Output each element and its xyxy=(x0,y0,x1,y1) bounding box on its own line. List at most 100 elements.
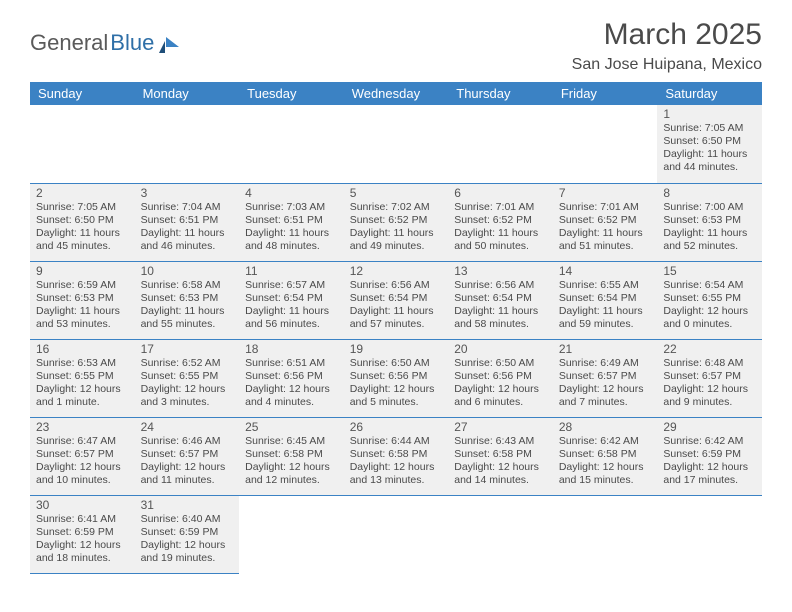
day-details: Sunrise: 7:03 AMSunset: 6:51 PMDaylight:… xyxy=(245,201,338,254)
daylight: Daylight: 12 hours and 14 minutes. xyxy=(454,461,547,487)
daylight: Daylight: 12 hours and 7 minutes. xyxy=(559,383,652,409)
daylight: Daylight: 11 hours and 45 minutes. xyxy=(36,227,129,253)
daylight: Daylight: 11 hours and 52 minutes. xyxy=(663,227,756,253)
calendar-cell xyxy=(553,105,658,183)
day-number: 25 xyxy=(245,420,338,434)
sunrise: Sunrise: 6:42 AM xyxy=(663,435,756,448)
day-number: 6 xyxy=(454,186,547,200)
calendar-cell: 24Sunrise: 6:46 AMSunset: 6:57 PMDayligh… xyxy=(135,417,240,495)
flag-icon xyxy=(159,37,179,53)
calendar-row: 16Sunrise: 6:53 AMSunset: 6:55 PMDayligh… xyxy=(30,339,762,417)
day-number: 2 xyxy=(36,186,129,200)
calendar-cell xyxy=(448,105,553,183)
day-details: Sunrise: 7:05 AMSunset: 6:50 PMDaylight:… xyxy=(36,201,129,254)
sunrise: Sunrise: 6:50 AM xyxy=(350,357,443,370)
day-details: Sunrise: 6:41 AMSunset: 6:59 PMDaylight:… xyxy=(36,513,129,566)
calendar-cell: 20Sunrise: 6:50 AMSunset: 6:56 PMDayligh… xyxy=(448,339,553,417)
day-details: Sunrise: 7:02 AMSunset: 6:52 PMDaylight:… xyxy=(350,201,443,254)
sunset: Sunset: 6:58 PM xyxy=(454,448,547,461)
day-number: 14 xyxy=(559,264,652,278)
calendar-cell: 2Sunrise: 7:05 AMSunset: 6:50 PMDaylight… xyxy=(30,183,135,261)
day-number: 20 xyxy=(454,342,547,356)
sunrise: Sunrise: 7:05 AM xyxy=(36,201,129,214)
weekday-header: Wednesday xyxy=(344,82,449,105)
sunset: Sunset: 6:53 PM xyxy=(663,214,756,227)
sunrise: Sunrise: 6:55 AM xyxy=(559,279,652,292)
daylight: Daylight: 12 hours and 6 minutes. xyxy=(454,383,547,409)
day-details: Sunrise: 6:56 AMSunset: 6:54 PMDaylight:… xyxy=(350,279,443,332)
sunset: Sunset: 6:59 PM xyxy=(663,448,756,461)
day-number: 26 xyxy=(350,420,443,434)
day-number: 8 xyxy=(663,186,756,200)
sunrise: Sunrise: 6:49 AM xyxy=(559,357,652,370)
day-details: Sunrise: 6:59 AMSunset: 6:53 PMDaylight:… xyxy=(36,279,129,332)
calendar-cell: 3Sunrise: 7:04 AMSunset: 6:51 PMDaylight… xyxy=(135,183,240,261)
calendar-cell: 18Sunrise: 6:51 AMSunset: 6:56 PMDayligh… xyxy=(239,339,344,417)
sunset: Sunset: 6:56 PM xyxy=(245,370,338,383)
sunset: Sunset: 6:57 PM xyxy=(559,370,652,383)
sunrise: Sunrise: 7:05 AM xyxy=(663,122,756,135)
calendar-cell: 25Sunrise: 6:45 AMSunset: 6:58 PMDayligh… xyxy=(239,417,344,495)
day-details: Sunrise: 6:54 AMSunset: 6:55 PMDaylight:… xyxy=(663,279,756,332)
daylight: Daylight: 12 hours and 19 minutes. xyxy=(141,539,234,565)
sunrise: Sunrise: 6:50 AM xyxy=(454,357,547,370)
day-number: 30 xyxy=(36,498,129,512)
calendar-body: 1Sunrise: 7:05 AMSunset: 6:50 PMDaylight… xyxy=(30,105,762,573)
sunrise: Sunrise: 6:48 AM xyxy=(663,357,756,370)
day-details: Sunrise: 7:05 AMSunset: 6:50 PMDaylight:… xyxy=(663,122,756,175)
daylight: Daylight: 12 hours and 13 minutes. xyxy=(350,461,443,487)
daylight: Daylight: 12 hours and 4 minutes. xyxy=(245,383,338,409)
day-details: Sunrise: 7:01 AMSunset: 6:52 PMDaylight:… xyxy=(454,201,547,254)
sunset: Sunset: 6:55 PM xyxy=(663,292,756,305)
weekday-header: Sunday xyxy=(30,82,135,105)
sunset: Sunset: 6:52 PM xyxy=(454,214,547,227)
day-number: 23 xyxy=(36,420,129,434)
calendar-cell: 5Sunrise: 7:02 AMSunset: 6:52 PMDaylight… xyxy=(344,183,449,261)
weekday-header: Thursday xyxy=(448,82,553,105)
sunset: Sunset: 6:53 PM xyxy=(36,292,129,305)
day-details: Sunrise: 7:01 AMSunset: 6:52 PMDaylight:… xyxy=(559,201,652,254)
day-details: Sunrise: 6:55 AMSunset: 6:54 PMDaylight:… xyxy=(559,279,652,332)
sunset: Sunset: 6:58 PM xyxy=(559,448,652,461)
day-details: Sunrise: 6:42 AMSunset: 6:59 PMDaylight:… xyxy=(663,435,756,488)
calendar-cell: 6Sunrise: 7:01 AMSunset: 6:52 PMDaylight… xyxy=(448,183,553,261)
daylight: Daylight: 11 hours and 51 minutes. xyxy=(559,227,652,253)
sunset: Sunset: 6:51 PM xyxy=(245,214,338,227)
calendar-cell: 28Sunrise: 6:42 AMSunset: 6:58 PMDayligh… xyxy=(553,417,658,495)
daylight: Daylight: 12 hours and 11 minutes. xyxy=(141,461,234,487)
sunset: Sunset: 6:58 PM xyxy=(245,448,338,461)
daylight: Daylight: 12 hours and 17 minutes. xyxy=(663,461,756,487)
daylight: Daylight: 11 hours and 58 minutes. xyxy=(454,305,547,331)
calendar-cell: 31Sunrise: 6:40 AMSunset: 6:59 PMDayligh… xyxy=(135,495,240,573)
calendar-cell: 29Sunrise: 6:42 AMSunset: 6:59 PMDayligh… xyxy=(657,417,762,495)
brand-logo: GeneralBlue xyxy=(30,18,179,56)
daylight: Daylight: 12 hours and 12 minutes. xyxy=(245,461,338,487)
day-number: 28 xyxy=(559,420,652,434)
daylight: Daylight: 11 hours and 56 minutes. xyxy=(245,305,338,331)
calendar-cell: 16Sunrise: 6:53 AMSunset: 6:55 PMDayligh… xyxy=(30,339,135,417)
daylight: Daylight: 11 hours and 48 minutes. xyxy=(245,227,338,253)
day-number: 27 xyxy=(454,420,547,434)
calendar-cell: 17Sunrise: 6:52 AMSunset: 6:55 PMDayligh… xyxy=(135,339,240,417)
calendar-cell xyxy=(553,495,658,573)
sunset: Sunset: 6:53 PM xyxy=(141,292,234,305)
day-details: Sunrise: 6:47 AMSunset: 6:57 PMDaylight:… xyxy=(36,435,129,488)
sunrise: Sunrise: 6:47 AM xyxy=(36,435,129,448)
calendar-cell xyxy=(344,495,449,573)
location: San Jose Huipana, Mexico xyxy=(572,56,762,74)
sunset: Sunset: 6:55 PM xyxy=(36,370,129,383)
day-details: Sunrise: 6:46 AMSunset: 6:57 PMDaylight:… xyxy=(141,435,234,488)
sunrise: Sunrise: 6:44 AM xyxy=(350,435,443,448)
sunset: Sunset: 6:56 PM xyxy=(350,370,443,383)
daylight: Daylight: 11 hours and 59 minutes. xyxy=(559,305,652,331)
calendar-head: SundayMondayTuesdayWednesdayThursdayFrid… xyxy=(30,82,762,105)
weekday-header: Friday xyxy=(553,82,658,105)
day-number: 5 xyxy=(350,186,443,200)
day-details: Sunrise: 6:50 AMSunset: 6:56 PMDaylight:… xyxy=(454,357,547,410)
calendar-cell xyxy=(344,105,449,183)
calendar-row: 9Sunrise: 6:59 AMSunset: 6:53 PMDaylight… xyxy=(30,261,762,339)
day-number: 16 xyxy=(36,342,129,356)
daylight: Daylight: 12 hours and 15 minutes. xyxy=(559,461,652,487)
day-number: 4 xyxy=(245,186,338,200)
sunset: Sunset: 6:57 PM xyxy=(141,448,234,461)
